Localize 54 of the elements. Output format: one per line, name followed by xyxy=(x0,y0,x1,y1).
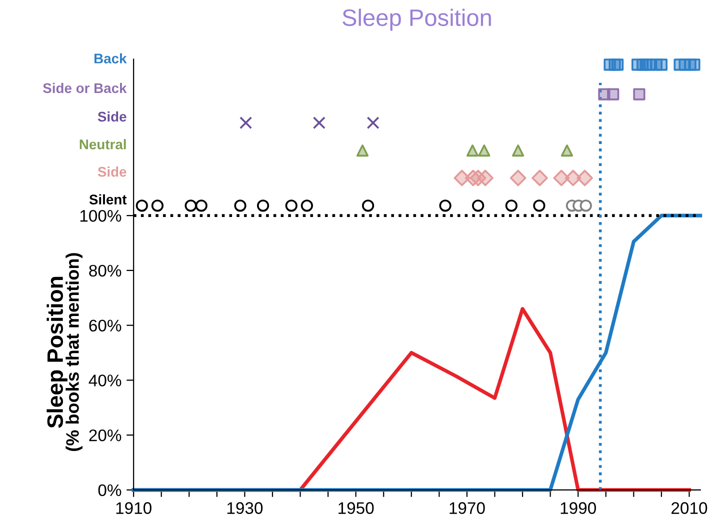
point xyxy=(439,200,452,212)
y-tick-label: 100% xyxy=(80,210,122,222)
point xyxy=(136,200,148,212)
point xyxy=(553,170,570,186)
point xyxy=(234,200,246,212)
y-tick-label: 0% xyxy=(98,484,122,496)
chart-title: Sleep Position xyxy=(342,8,491,31)
x-tick-label: 1950 xyxy=(338,502,374,514)
point xyxy=(472,200,484,212)
point xyxy=(240,116,252,130)
point xyxy=(505,200,518,212)
point xyxy=(356,144,369,157)
y-tick-label: 80% xyxy=(89,264,122,277)
text: Side xyxy=(98,166,126,177)
point xyxy=(466,144,479,157)
point xyxy=(607,88,620,100)
y-tick-label: 60% xyxy=(89,320,122,332)
point xyxy=(300,200,313,212)
x-tick-label: 1970 xyxy=(450,502,485,514)
point xyxy=(195,200,208,212)
point xyxy=(477,170,494,186)
point xyxy=(312,116,326,130)
text: Neutral xyxy=(80,139,126,150)
text: Back xyxy=(94,53,127,64)
point xyxy=(560,144,574,157)
x-tick-label: 1990 xyxy=(560,502,596,514)
point xyxy=(285,200,298,212)
point xyxy=(478,144,490,157)
point xyxy=(633,88,646,100)
point xyxy=(151,200,164,212)
point xyxy=(611,58,624,71)
point xyxy=(512,144,524,157)
y-axis-title: Sleep Position (% books that mention) xyxy=(46,253,82,451)
point xyxy=(576,170,593,186)
point xyxy=(256,200,270,212)
y-tick-label: 40% xyxy=(88,374,122,386)
point xyxy=(362,200,374,212)
x-tick-label: 1930 xyxy=(227,502,263,514)
point xyxy=(184,200,197,212)
series-label: Silent xyxy=(89,194,127,204)
point xyxy=(454,170,470,186)
point xyxy=(510,170,526,186)
x-tick-label: 2010 xyxy=(672,502,708,514)
point xyxy=(564,170,582,186)
point xyxy=(655,58,668,71)
text: Side xyxy=(98,111,126,122)
point xyxy=(688,58,700,71)
point xyxy=(580,200,592,212)
x-tick-label: 1910 xyxy=(116,502,152,514)
point xyxy=(366,116,380,130)
y-tick-label: 20% xyxy=(89,429,122,442)
text: Side or Back xyxy=(43,82,127,94)
point xyxy=(532,170,548,186)
point xyxy=(533,200,546,212)
